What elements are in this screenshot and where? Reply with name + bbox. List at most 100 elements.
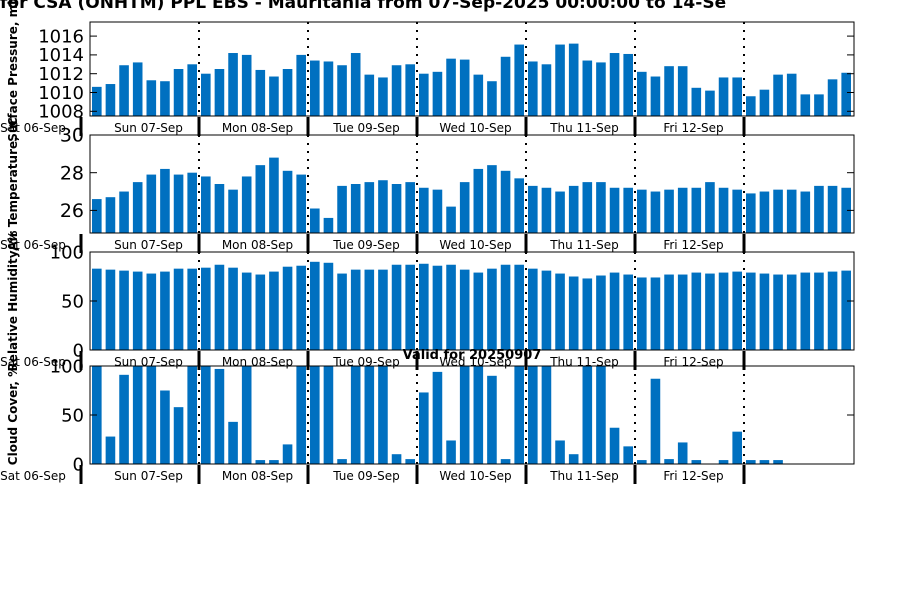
bar bbox=[173, 174, 184, 233]
bar bbox=[296, 174, 306, 233]
bar bbox=[759, 273, 770, 350]
bar bbox=[582, 366, 593, 464]
bar bbox=[555, 191, 565, 233]
bar bbox=[201, 176, 211, 233]
bar bbox=[119, 270, 129, 350]
y-tick-label: 1010 bbox=[38, 83, 84, 104]
bar bbox=[841, 187, 851, 233]
bar bbox=[746, 460, 756, 464]
bar bbox=[146, 174, 157, 233]
bar bbox=[705, 90, 715, 116]
y-axis-label: Relative Humidity, % bbox=[6, 231, 20, 372]
valid-for-label: Valid for 20250907 bbox=[403, 348, 542, 363]
bar bbox=[664, 66, 674, 116]
bar bbox=[337, 459, 347, 464]
bar bbox=[841, 270, 851, 350]
bar bbox=[841, 72, 851, 116]
axes-frame bbox=[89, 21, 855, 117]
bar bbox=[541, 270, 552, 350]
bar bbox=[296, 366, 306, 464]
bar bbox=[487, 81, 497, 116]
bar bbox=[732, 77, 742, 116]
bar bbox=[568, 185, 579, 233]
bar bbox=[228, 189, 238, 233]
bar bbox=[786, 189, 797, 233]
bar bbox=[132, 366, 143, 464]
bar bbox=[105, 84, 116, 116]
bar bbox=[432, 71, 443, 116]
bar bbox=[664, 189, 674, 233]
bar bbox=[419, 187, 429, 233]
bar bbox=[473, 272, 484, 350]
bar bbox=[405, 459, 415, 464]
bar bbox=[105, 436, 116, 464]
bar bbox=[528, 268, 538, 350]
bar bbox=[650, 378, 661, 464]
y-tick-label: 30 bbox=[60, 125, 84, 147]
bar bbox=[214, 69, 225, 116]
bar bbox=[310, 60, 320, 116]
bar bbox=[92, 86, 102, 116]
bar bbox=[773, 274, 783, 350]
bar bbox=[160, 168, 170, 233]
bar bbox=[364, 74, 375, 116]
bar bbox=[541, 64, 552, 116]
y-tick-label: 1012 bbox=[38, 64, 84, 85]
bar bbox=[350, 366, 361, 464]
bar bbox=[310, 208, 320, 233]
x-day-label: Fri 12-Sep bbox=[663, 121, 723, 135]
bar bbox=[500, 264, 511, 350]
bar bbox=[269, 157, 279, 233]
axes-frame bbox=[89, 134, 855, 234]
y-tick-label: 1008 bbox=[38, 102, 84, 123]
bar bbox=[269, 76, 279, 116]
bar bbox=[623, 446, 633, 464]
x-day-label: Sat 06-Sep bbox=[0, 355, 66, 369]
x-day-label: Mon 08-Sep bbox=[222, 121, 293, 135]
y-tick-label: 100 bbox=[50, 242, 84, 263]
chart-panel-3: 0 50 100 Relative Humidity, %Sat 06-Sep Sun … bbox=[0, 231, 855, 372]
bar bbox=[746, 96, 756, 116]
bar bbox=[528, 185, 538, 233]
figure-title: for CSA (ONHTM) PPL EBS - Mauritania fro… bbox=[0, 0, 726, 13]
bar bbox=[732, 189, 742, 233]
bar bbox=[541, 366, 552, 464]
bar bbox=[269, 271, 279, 350]
bar bbox=[637, 71, 647, 116]
bar bbox=[296, 54, 306, 116]
bar bbox=[241, 366, 252, 464]
bar bbox=[473, 168, 484, 233]
bar bbox=[786, 73, 797, 116]
bar bbox=[92, 199, 102, 233]
bar bbox=[173, 69, 184, 116]
bar bbox=[92, 268, 102, 350]
y-tick-label: 100 bbox=[50, 356, 84, 377]
bar bbox=[132, 62, 143, 116]
bar bbox=[459, 269, 470, 350]
bar bbox=[500, 56, 511, 116]
bar bbox=[827, 79, 838, 116]
bar bbox=[241, 272, 252, 350]
bar bbox=[405, 182, 415, 233]
bar bbox=[282, 69, 293, 116]
bar bbox=[391, 65, 402, 116]
bar bbox=[596, 62, 606, 116]
bar bbox=[391, 184, 402, 233]
bar bbox=[187, 172, 197, 233]
bar bbox=[487, 165, 497, 233]
y-axis-label: Surface Pressure, mb bbox=[6, 0, 20, 142]
bar bbox=[582, 182, 593, 233]
bar bbox=[514, 44, 524, 117]
bar bbox=[555, 273, 565, 350]
bar bbox=[160, 81, 170, 116]
bar bbox=[609, 187, 620, 233]
bar bbox=[255, 274, 266, 350]
y-tick-label: 1014 bbox=[38, 45, 84, 66]
bar bbox=[255, 165, 266, 233]
bar bbox=[528, 61, 538, 116]
bar bbox=[528, 366, 538, 464]
bar bbox=[718, 460, 729, 464]
bar bbox=[759, 191, 770, 233]
